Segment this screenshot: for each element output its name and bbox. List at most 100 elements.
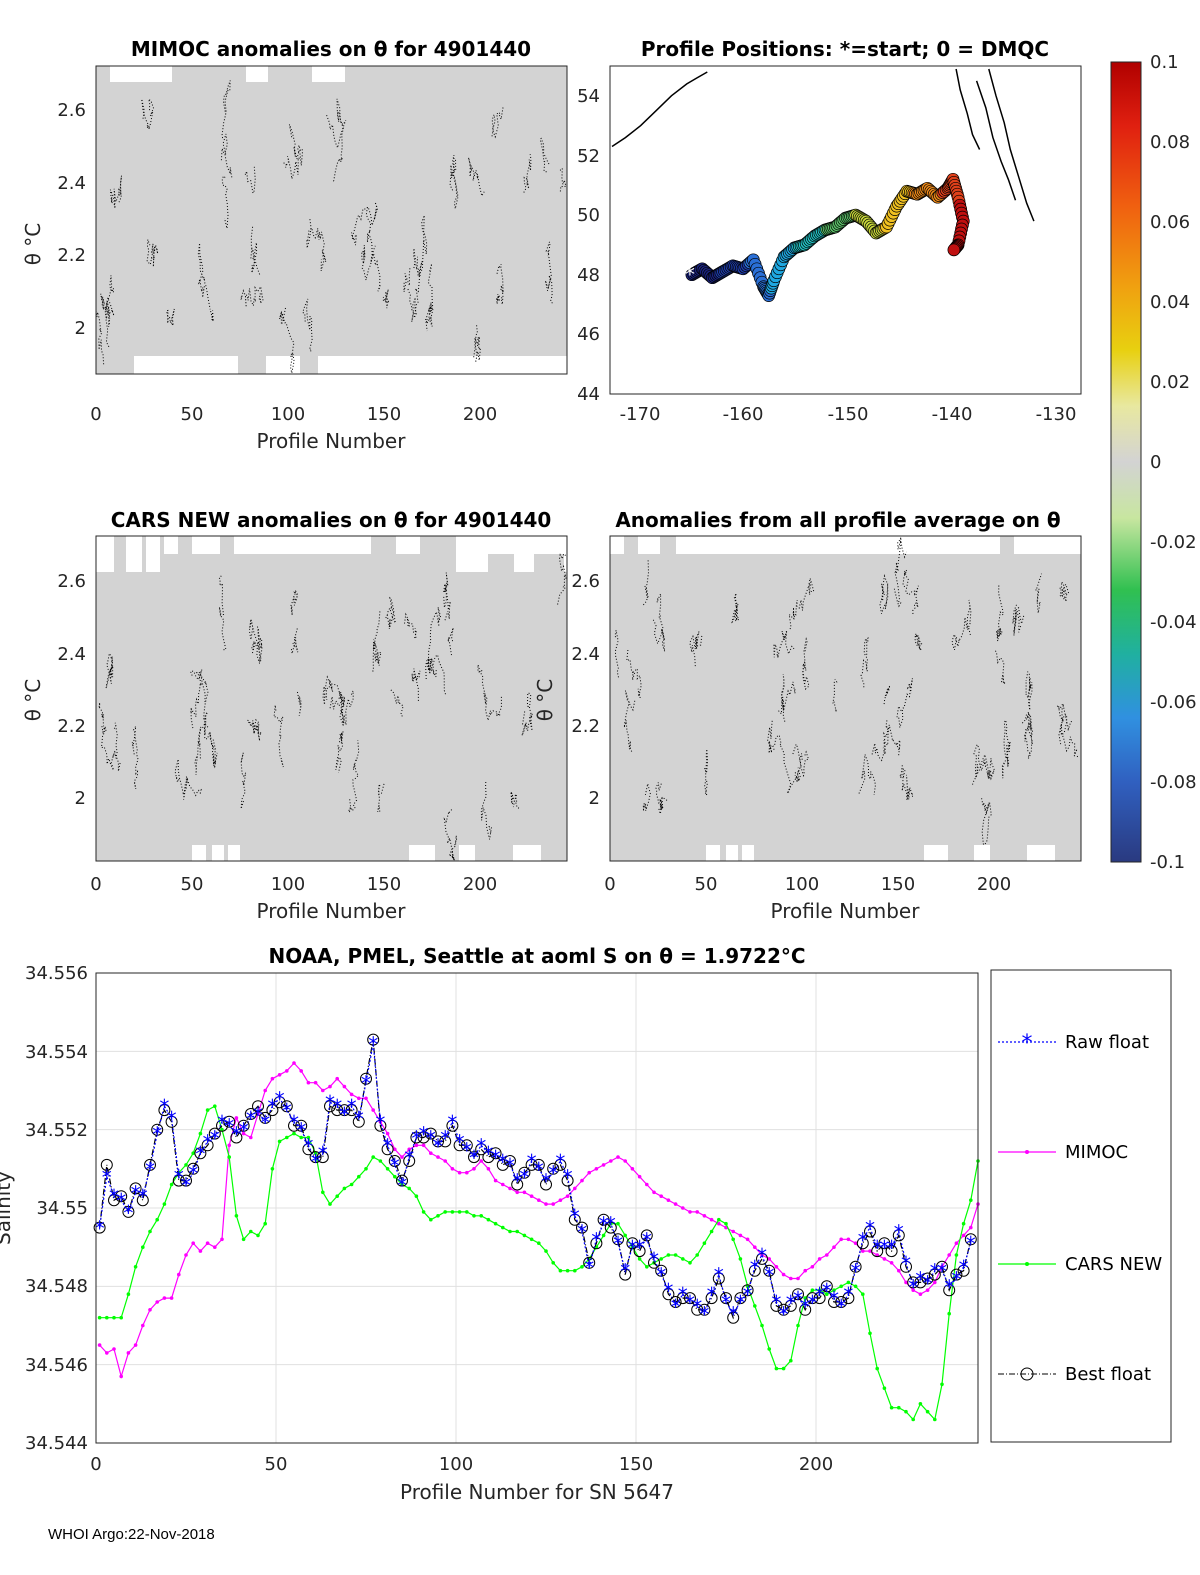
cars-point [954,1253,959,1257]
anomaly-contour [899,765,914,801]
mimoc-point [328,1084,332,1089]
raw-point: * [555,1150,565,1174]
anomaly-contour [858,754,877,795]
colorbar-tick: 0.06 [1150,212,1190,233]
cars-point [321,1190,325,1195]
anomaly-contour [105,652,115,689]
best-point [662,1288,675,1301]
mimoc-point [169,1296,174,1300]
cars-point [328,1202,332,1206]
cars-blank-bottom [192,845,206,861]
mimoc-point [717,1221,721,1226]
mimoc-point [155,1300,159,1304]
mimoc-point [673,1202,678,1206]
cars-point [889,1405,894,1410]
raw-point: * [591,1228,601,1252]
map-coastline [611,68,1035,222]
mimoc-point [249,1135,253,1140]
best-point [194,1147,207,1160]
mimoc-title: MIMOC anomalies on θ for 4901440 [131,37,531,61]
legend-best-label: Best float [1065,1364,1151,1385]
cars-point [234,1214,239,1218]
colorbar-tick: -0.04 [1150,612,1197,633]
map-xtick: -170 [620,404,661,425]
raw-point: * [375,1111,385,1135]
best-point [820,1280,833,1293]
raw-point: * [635,1236,645,1260]
anomaly-contour [523,154,532,193]
raw-point: * [750,1256,760,1280]
cars-point [745,1284,750,1289]
mimoc-point [810,1265,815,1269]
mimoc-point [839,1237,843,1242]
mimoc-point [342,1084,347,1089]
avg-patch [1000,536,1014,554]
best-point [187,1162,200,1175]
best-point [496,1158,509,1171]
best-point [108,1194,120,1207]
cars-point [342,1186,347,1191]
raw-point: * [455,1130,465,1154]
raw-point: * [649,1248,659,1272]
raw-point: * [923,1271,933,1295]
legend-cars: CARS NEW [998,1254,1162,1275]
colorbar-gradient [1110,61,1142,863]
raw-point: * [757,1244,767,1268]
best-point [604,1221,617,1234]
cars-point [249,1229,253,1234]
cars-point [335,1194,340,1198]
mimoc-point [745,1237,750,1242]
raw-point: * [397,1174,407,1198]
raw-point: * [433,1134,443,1158]
mimoc-point [616,1155,620,1159]
raw-point: * [548,1162,558,1186]
best-point [921,1272,934,1285]
mimoc-point [335,1076,340,1081]
anomaly-contour [240,752,247,809]
cars-point [810,1288,815,1292]
anomaly-contour [174,759,202,800]
best-point [100,1158,113,1171]
mimoc-point [270,1076,275,1081]
best-point [338,1104,351,1117]
cars-panel: CARS NEW anomalies on θ for 4901440 Prof… [21,508,568,923]
best-point [352,1115,365,1128]
salinity-xlabel: Profile Number for SN 5647 [400,1480,674,1504]
anomaly-contour [656,593,664,632]
best-point [288,1119,300,1132]
anomaly-contour [247,718,264,741]
best-point [957,1264,970,1277]
anomaly-contour [977,753,996,781]
cars-point [133,1265,138,1269]
raw-point: * [959,1256,969,1280]
coastline [611,71,708,148]
anomaly-contour [896,678,913,728]
mimoc-point [861,1249,865,1253]
colorbar-tick: 0.02 [1150,372,1190,393]
best-point [432,1135,444,1148]
cars-point [263,1221,268,1226]
mimoc-point [234,1116,239,1120]
raw-point: * [836,1295,846,1319]
best-point [676,1292,689,1305]
cars-point [637,1257,642,1261]
cars-point [184,1163,188,1167]
best-point [446,1119,459,1132]
best-point [532,1158,545,1171]
raw-point: * [339,1103,349,1127]
mimoc-xtick: 200 [463,404,497,425]
anomaly-contour [190,669,209,728]
salinity-panel: ****************************************… [0,944,980,1504]
raw-point: * [512,1170,522,1194]
raw-point: * [527,1150,537,1174]
anomaly-contour [202,715,217,769]
cars-point [299,1135,304,1140]
mimoc-axes-box [95,65,568,375]
anomaly-contour [559,167,567,192]
best-point [612,1233,624,1246]
raw-point: * [275,1087,285,1111]
avg-blank-top [676,536,1081,554]
cars-point [839,1284,843,1289]
mimoc-point [637,1174,642,1179]
best-point [468,1151,480,1164]
